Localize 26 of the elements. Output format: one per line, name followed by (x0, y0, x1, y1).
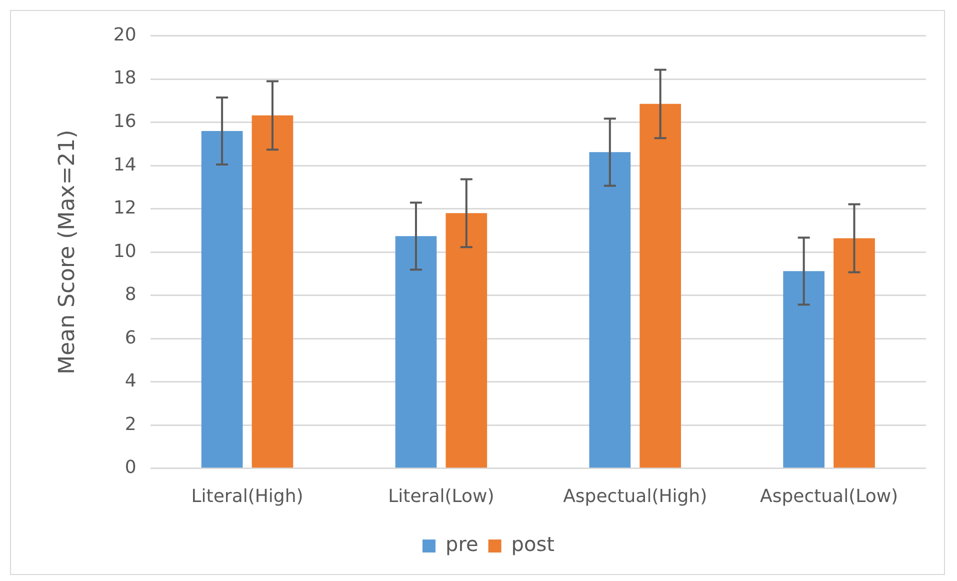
legend-label: pre (446, 532, 478, 556)
bar (201, 130, 243, 468)
bar (589, 152, 631, 468)
y-tick-label: 14 (113, 154, 136, 176)
y-tick-label: 2 (124, 414, 136, 435)
y-tick-label: 8 (124, 284, 136, 306)
x-tick-label: Aspectual(High) (563, 486, 708, 507)
x-tick-label: Literal(Low) (388, 486, 494, 507)
y-tick-label: 20 (113, 24, 136, 46)
x-tick-label: Literal(High) (191, 486, 304, 507)
y-tick-label: 10 (113, 240, 136, 262)
x-tick-label: Aspectual(Low) (760, 486, 898, 507)
legend-label: post (511, 532, 555, 556)
y-tick-label: 16 (113, 110, 136, 132)
y-axis-title: Mean Score (Max=21) (54, 130, 80, 374)
y-tick-label: 18 (113, 68, 136, 89)
y-tick-label: 12 (113, 198, 136, 219)
y-tick-label: 6 (124, 327, 136, 348)
bar (783, 271, 824, 468)
y-tick-label: 0 (124, 457, 136, 478)
bar (834, 238, 875, 468)
bar (640, 104, 681, 468)
bar (446, 213, 488, 468)
y-tick-label: 4 (124, 370, 136, 392)
bar (252, 115, 294, 468)
bar (395, 236, 437, 468)
